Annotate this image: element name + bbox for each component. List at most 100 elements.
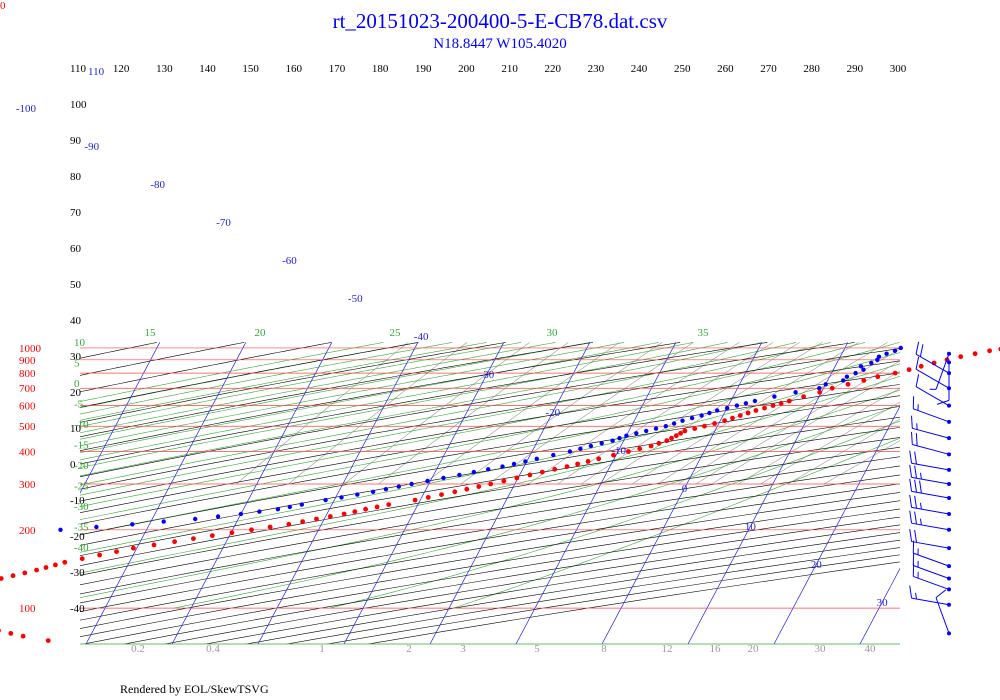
isotherm-label: -70 <box>216 217 231 229</box>
wind-barb-flag <box>909 528 913 542</box>
top-scale-label: 220 <box>544 63 561 75</box>
dewpoint-point <box>617 436 622 441</box>
wind-barb-flag <box>914 451 917 465</box>
dewpoint-point <box>724 405 730 411</box>
dewpoint-point <box>653 426 659 431</box>
top-scale-label: 140 <box>199 63 216 75</box>
temperature-point <box>564 464 570 469</box>
wind-barb-staff <box>915 368 950 389</box>
pressure-tick-label: 1000 <box>19 343 42 355</box>
mixing-ratio-label: 8 <box>601 643 607 655</box>
isotherm-label: -90 <box>84 141 99 153</box>
isotherm-line <box>85 342 247 644</box>
top-scale-label: 250 <box>674 63 691 75</box>
temperature-point <box>972 351 978 357</box>
wind-barb-flag <box>919 480 922 494</box>
dewpoint-point <box>161 519 166 524</box>
temperature-point <box>22 570 28 576</box>
dry-adiabat-label: -10 <box>70 495 85 507</box>
dry-adiabat-label: 40 <box>70 315 82 327</box>
top-scale-label: 300 <box>890 63 907 75</box>
wind-barb-staff <box>911 541 950 549</box>
dewpoint-point <box>875 357 880 362</box>
temperature-point <box>327 514 333 519</box>
wind-barb <box>912 540 951 569</box>
corner-label: 0 <box>0 0 6 12</box>
moist-adiabat-label: -15 <box>74 440 89 452</box>
wind-barb <box>912 563 951 592</box>
wind-barb-half-flag <box>920 502 922 510</box>
temperature-point <box>0 576 4 581</box>
dewpoint-point <box>355 492 360 497</box>
wind-barb-flag <box>909 585 913 599</box>
wind-barb <box>909 450 951 472</box>
temperature-point <box>374 504 380 510</box>
temperature-point <box>664 438 670 444</box>
isotherm-label: -40 <box>414 331 429 343</box>
mixing-ratio-line <box>787 418 900 485</box>
dry-adiabat-line <box>80 384 900 525</box>
dry-adiabat-label: -30 <box>70 567 85 579</box>
mixing-ratio-label: 2 <box>406 643 412 655</box>
temperature-point <box>249 527 254 533</box>
dewpoint-point <box>567 449 573 454</box>
dewpoint-point <box>752 398 758 404</box>
dewpoint-point <box>671 421 677 426</box>
isotherm-label: -80 <box>150 179 165 191</box>
mixing-ratio-label: 20 <box>748 643 760 655</box>
isotherm-line <box>343 342 505 644</box>
temperature-point <box>79 556 85 562</box>
pressure-tick-label: 600 <box>19 401 36 413</box>
moist-adiabat-line <box>174 404 900 609</box>
top-scale-label: 170 <box>329 63 346 75</box>
dewpoint-point <box>299 502 304 507</box>
moist-adiabat-label: -5 <box>74 399 84 411</box>
dewpoint-point <box>534 456 539 461</box>
wind-barb <box>936 360 951 405</box>
dewpoint-point <box>425 478 430 484</box>
temperature-point <box>425 495 431 500</box>
temperature-point <box>648 443 654 449</box>
mixing-ratio-label: 16 <box>710 643 722 655</box>
dry-adiabat-label: 0 <box>70 459 76 471</box>
temperature-point <box>778 400 784 406</box>
temperature-point <box>43 565 49 570</box>
wind-barb-flag <box>914 479 917 493</box>
temperature-point <box>575 461 580 467</box>
temperature-point <box>0 628 1 633</box>
temperature-point <box>10 573 16 579</box>
dewpoint-point <box>275 507 281 512</box>
temperature-point <box>626 449 631 454</box>
wind-barb-flag <box>909 478 913 492</box>
temperature-point <box>801 394 806 399</box>
dry-adiabat-line <box>80 446 900 586</box>
moist-adiabat-label: 20 <box>255 327 267 339</box>
mixing-ratio-label: 3 <box>460 643 466 655</box>
moist-adiabat-line <box>80 342 866 507</box>
dry-adiabat-label: 50 <box>70 279 82 291</box>
isotherm-label: -30 <box>480 369 495 381</box>
temperature-point <box>552 466 558 472</box>
pressure-tick-label: 800 <box>19 368 36 380</box>
dry-adiabat-line <box>80 465 900 604</box>
temperature-point <box>209 533 215 538</box>
temperature-point <box>722 418 727 424</box>
wind-barb-flag <box>909 510 913 524</box>
dry-adiabat-line <box>80 437 900 576</box>
moist-adiabat-line <box>80 342 762 477</box>
wind-barb <box>911 415 951 441</box>
moist-adiabat-line <box>80 342 659 453</box>
dewpoint-point <box>624 433 629 438</box>
temperature-point <box>539 469 545 475</box>
wind-barb <box>909 510 951 532</box>
wind-barb-staff <box>912 444 950 455</box>
isotherm-label: -50 <box>348 293 363 305</box>
dewpoint-point <box>743 401 749 406</box>
temperature-point <box>452 489 458 495</box>
wind-barbs <box>909 341 951 636</box>
wind-barb <box>912 396 951 424</box>
dry-adiabat-label: 100 <box>70 99 87 111</box>
dewpoint-point <box>689 415 695 421</box>
wind-barb-flag <box>915 341 920 355</box>
dewpoint-point <box>884 351 889 356</box>
